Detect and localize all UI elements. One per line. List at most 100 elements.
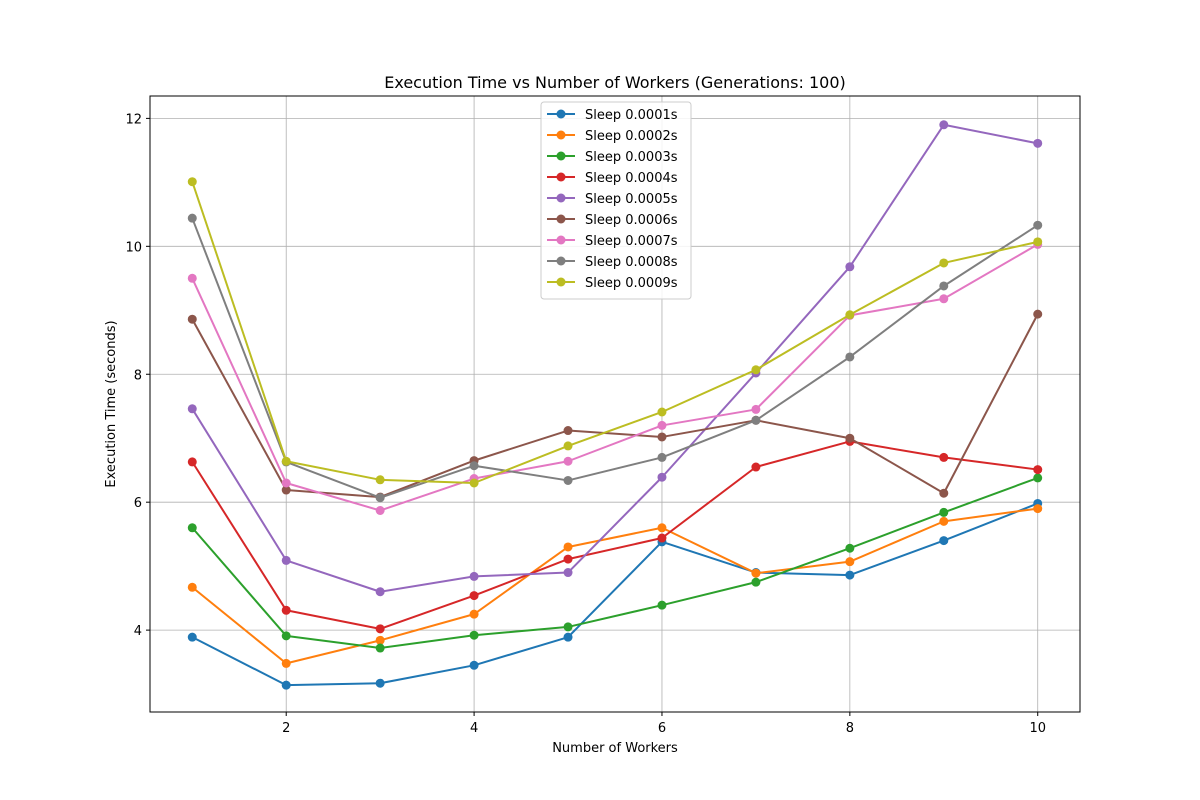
legend-entry: Sleep 0.0006s bbox=[547, 213, 678, 228]
data-point bbox=[939, 488, 949, 498]
legend-label: Sleep 0.0005s bbox=[585, 192, 678, 207]
x-axis-label: Number of Workers bbox=[552, 741, 678, 756]
data-point bbox=[657, 523, 667, 533]
data-point bbox=[939, 281, 949, 291]
data-point bbox=[375, 475, 385, 485]
data-point bbox=[563, 622, 573, 632]
legend-entry: Sleep 0.0003s bbox=[547, 150, 678, 165]
legend-entry: Sleep 0.0009s bbox=[547, 276, 678, 291]
series-2 bbox=[187, 504, 1043, 668]
data-point bbox=[563, 568, 573, 578]
legend-marker bbox=[556, 256, 566, 266]
data-point bbox=[751, 365, 761, 375]
data-point bbox=[751, 462, 761, 472]
data-point bbox=[939, 516, 949, 526]
data-point bbox=[1033, 220, 1043, 230]
data-point bbox=[375, 506, 385, 516]
data-point bbox=[939, 258, 949, 268]
x-tick-label: 6 bbox=[658, 721, 666, 736]
data-point bbox=[187, 404, 197, 414]
data-point bbox=[469, 609, 479, 619]
legend-entry: Sleep 0.0005s bbox=[547, 192, 678, 207]
data-point bbox=[845, 262, 855, 272]
data-point bbox=[187, 314, 197, 324]
legend-label: Sleep 0.0003s bbox=[585, 150, 678, 165]
data-point bbox=[751, 404, 761, 414]
data-point bbox=[657, 533, 667, 543]
y-tick-label: 10 bbox=[125, 240, 142, 255]
y-tick-label: 12 bbox=[125, 112, 142, 127]
legend-entry: Sleep 0.0008s bbox=[547, 255, 678, 270]
data-point bbox=[281, 478, 291, 488]
data-point bbox=[845, 557, 855, 567]
data-point bbox=[1033, 138, 1043, 148]
legend-label: Sleep 0.0006s bbox=[585, 213, 678, 228]
data-point bbox=[657, 472, 667, 482]
legend-entry: Sleep 0.0007s bbox=[547, 234, 678, 249]
x-tick-label: 10 bbox=[1029, 721, 1046, 736]
legend: Sleep 0.0001s Sleep 0.0002s Sleep 0.0003s S… bbox=[540, 101, 692, 300]
data-point bbox=[563, 426, 573, 436]
data-point bbox=[281, 555, 291, 565]
legend-entry: Sleep 0.0002s bbox=[547, 129, 678, 144]
data-point bbox=[469, 478, 479, 488]
plot-series bbox=[187, 120, 1043, 690]
data-point bbox=[187, 582, 197, 592]
legend-entry: Sleep 0.0004s bbox=[547, 171, 678, 186]
legend-label: Sleep 0.0004s bbox=[585, 171, 678, 186]
data-point bbox=[751, 577, 761, 587]
data-point bbox=[375, 493, 385, 503]
legend-box bbox=[540, 101, 692, 300]
y-tick-label: 6 bbox=[134, 496, 142, 511]
y-axis-label: Execution Time (seconds) bbox=[104, 320, 119, 487]
data-point bbox=[1033, 237, 1043, 247]
x-tick-label: 4 bbox=[470, 721, 478, 736]
x-tick-label: 8 bbox=[846, 721, 854, 736]
legend-label: Sleep 0.0002s bbox=[585, 129, 678, 144]
series-3 bbox=[187, 473, 1043, 653]
data-point bbox=[375, 624, 385, 634]
data-point bbox=[1033, 465, 1043, 475]
data-point bbox=[281, 456, 291, 466]
data-point bbox=[563, 632, 573, 642]
series-line bbox=[191, 440, 1038, 630]
data-point bbox=[187, 632, 197, 642]
data-point bbox=[187, 273, 197, 283]
legend-marker bbox=[556, 235, 566, 245]
data-point bbox=[845, 352, 855, 362]
series-line bbox=[191, 313, 1039, 499]
data-point bbox=[281, 485, 291, 495]
data-point bbox=[375, 635, 385, 645]
data-point bbox=[939, 536, 949, 546]
legend-label: Sleep 0.0009s bbox=[585, 276, 678, 291]
data-point bbox=[1033, 309, 1043, 319]
data-point bbox=[845, 310, 855, 320]
plot-frame bbox=[149, 95, 1081, 713]
legend-entry: Sleep 0.0001s bbox=[547, 108, 678, 123]
series-4 bbox=[187, 436, 1043, 634]
series-line bbox=[191, 181, 1038, 484]
data-point bbox=[845, 570, 855, 580]
series-line bbox=[191, 507, 1038, 665]
y-tick-label: 8 bbox=[134, 368, 142, 383]
data-point bbox=[187, 213, 197, 223]
data-point bbox=[375, 678, 385, 688]
data-point bbox=[469, 591, 479, 601]
axis-ticks: 2 4 6 8 10 4 6 8 10 12 bbox=[125, 112, 1046, 736]
x-tick-label: 2 bbox=[282, 721, 290, 736]
data-point bbox=[281, 658, 291, 668]
legend-marker bbox=[556, 193, 566, 203]
data-point bbox=[187, 457, 197, 467]
y-tick-label: 4 bbox=[134, 624, 142, 639]
data-point bbox=[845, 433, 855, 443]
data-point bbox=[657, 407, 667, 417]
chart-title: Execution Time vs Number of Workers (Gen… bbox=[384, 73, 845, 92]
data-point bbox=[939, 507, 949, 517]
data-point bbox=[281, 605, 291, 615]
data-point bbox=[563, 554, 573, 564]
data-point bbox=[375, 643, 385, 653]
legend-marker bbox=[556, 214, 566, 224]
data-point bbox=[469, 630, 479, 640]
series-line bbox=[191, 243, 1039, 512]
series-line bbox=[191, 502, 1039, 687]
